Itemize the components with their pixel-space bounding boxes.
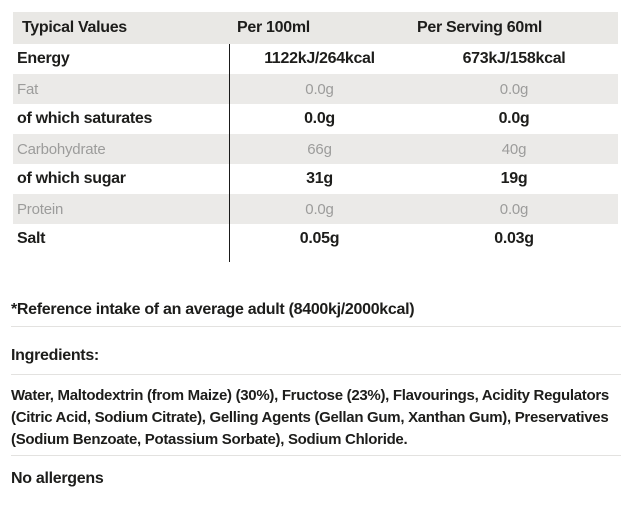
row-label: Energy [17,50,70,67]
row-value-per-100ml: 31g [306,170,333,187]
nutrition-panel: Typical Values Per 100ml Per Serving 60m… [0,12,632,506]
table-row: of which saturates 0.0g 0.0g [13,104,618,134]
row-value-per-serving: 673kJ/158kcal [462,50,566,67]
ingredients-heading: Ingredients: [11,327,621,375]
table-row: Energy 1122kJ/264kcal 673kJ/158kcal [13,44,618,74]
allergens-note: No allergens [11,470,104,487]
row-label: of which sugar [17,170,126,187]
table-row: of which sugar 31g 19g [13,164,618,194]
row-value-per-serving: 0.0g [498,110,530,127]
row-value-per-serving: 0.03g [494,230,534,247]
column-divider-line [229,44,230,262]
column-header-per-100ml: Per 100ml [237,19,310,36]
row-value-per-serving: 0.0g [499,200,529,218]
row-value-per-100ml: 0.0g [305,80,334,98]
row-label: of which saturates [17,110,153,127]
row-value-per-100ml: 1122kJ/264kcal [264,50,375,67]
row-value-per-serving: 40g [501,140,527,158]
row-value-per-serving: 0.0g [499,80,529,98]
reference-intake-note: *Reference intake of an average adult (8… [11,254,621,327]
table-row: Fat 0.0g 0.0g [13,74,618,104]
notes-section: *Reference intake of an average adult (8… [11,254,621,498]
row-value-per-100ml: 66g [307,140,332,158]
table-row: Protein 0.0g 0.0g [13,194,618,224]
row-value-per-100ml: 0.0g [305,200,334,218]
row-label: Carbohydrate [17,140,106,158]
row-label: Protein [17,200,64,218]
row-value-per-serving: 19g [500,170,528,187]
typical-values-table: Typical Values Per 100ml Per Serving 60m… [13,12,618,262]
row-label: Salt [17,230,46,247]
row-label: Fat [17,80,39,98]
table-row: Salt 0.05g 0.03g [13,224,618,254]
table-body: Energy 1122kJ/264kcal 673kJ/158kcal Fat 0.0g… [13,44,618,254]
row-value-per-100ml: 0.0g [304,110,335,127]
row-value-per-100ml: 0.05g [299,230,340,247]
table-header-row: Typical Values Per 100ml Per Serving 60m… [13,12,618,44]
table-row: Carbohydrate 66g 40g [13,134,618,164]
ingredients-text: Water, Maltodextrin (from Maize) (30%), … [11,375,621,456]
column-header-per-serving-60ml: Per Serving 60ml [417,19,543,36]
column-header-typical-values: Typical Values [22,19,127,36]
